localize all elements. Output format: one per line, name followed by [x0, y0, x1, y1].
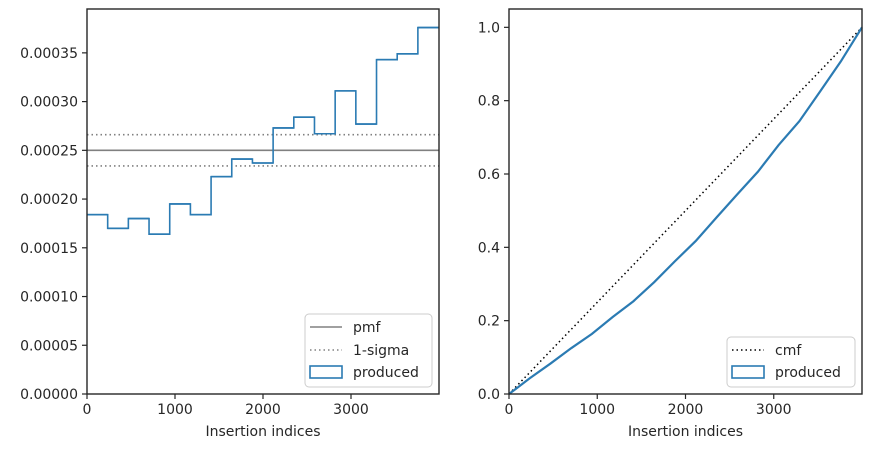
legend-produced-swatch	[309, 365, 343, 379]
x-tick-label: 3000	[756, 402, 792, 418]
y-tick-label: 0.00000	[20, 387, 78, 403]
x-tick-label: 2000	[245, 402, 281, 418]
legend-box	[304, 313, 433, 388]
produced-line	[508, 26, 863, 395]
x-tick-label: 3000	[333, 402, 369, 418]
y-tick-label: 0.2	[478, 314, 500, 330]
legend-pmf-label: pmf	[353, 320, 382, 336]
x-tick-label: 0	[83, 402, 92, 418]
legend-produced-label: produced	[775, 365, 841, 381]
y-tick-label: 0.0	[478, 387, 500, 403]
left-chart-pmf-panel: 0 1000 2000 3000 0.00000 0.00005 0.00010 0.0001…	[20, 8, 440, 440]
axes-frame	[508, 8, 863, 395]
legend-sigma-label: 1-sigma	[353, 343, 409, 359]
x-tick-label: 2000	[668, 402, 704, 418]
y-tick-label: 0.00010	[20, 290, 78, 306]
cmf-line	[508, 26, 863, 395]
y-tick-label: 0.00035	[20, 46, 78, 62]
x-axis-label: Insertion indices	[205, 424, 320, 440]
y-tick-label: 0.6	[478, 167, 500, 183]
produced-histogram-step	[87, 26, 439, 235]
y-tick-label: 0.00015	[20, 241, 78, 257]
right-chart-cmf-panel: 0 1000 2000 3000 0.0 0.2 0.4 0.6 0.8 1.0 Insertion…	[478, 8, 863, 440]
y-tick-label: 0.00005	[20, 338, 78, 354]
legend-cmf-label: cmf	[775, 343, 802, 359]
y-tick-label: 0.00025	[20, 143, 78, 159]
legend-produced-swatch	[731, 365, 765, 379]
legend-left: pmf 1-sigma produced	[304, 313, 433, 388]
x-axis-label: Insertion indices	[628, 424, 743, 440]
y-tick-label: 1.0	[478, 20, 500, 36]
y-tick-label: 0.00030	[20, 95, 78, 111]
x-tick-label: 0	[505, 402, 514, 418]
y-tick-label: 0.00020	[20, 192, 78, 208]
y-tick-label: 0.4	[478, 240, 500, 256]
x-tick-label: 1000	[579, 402, 615, 418]
legend-produced-label: produced	[353, 365, 419, 381]
legend-right: cmf produced	[726, 336, 856, 388]
x-tick-label: 1000	[157, 402, 193, 418]
y-tick-label: 0.8	[478, 94, 500, 110]
